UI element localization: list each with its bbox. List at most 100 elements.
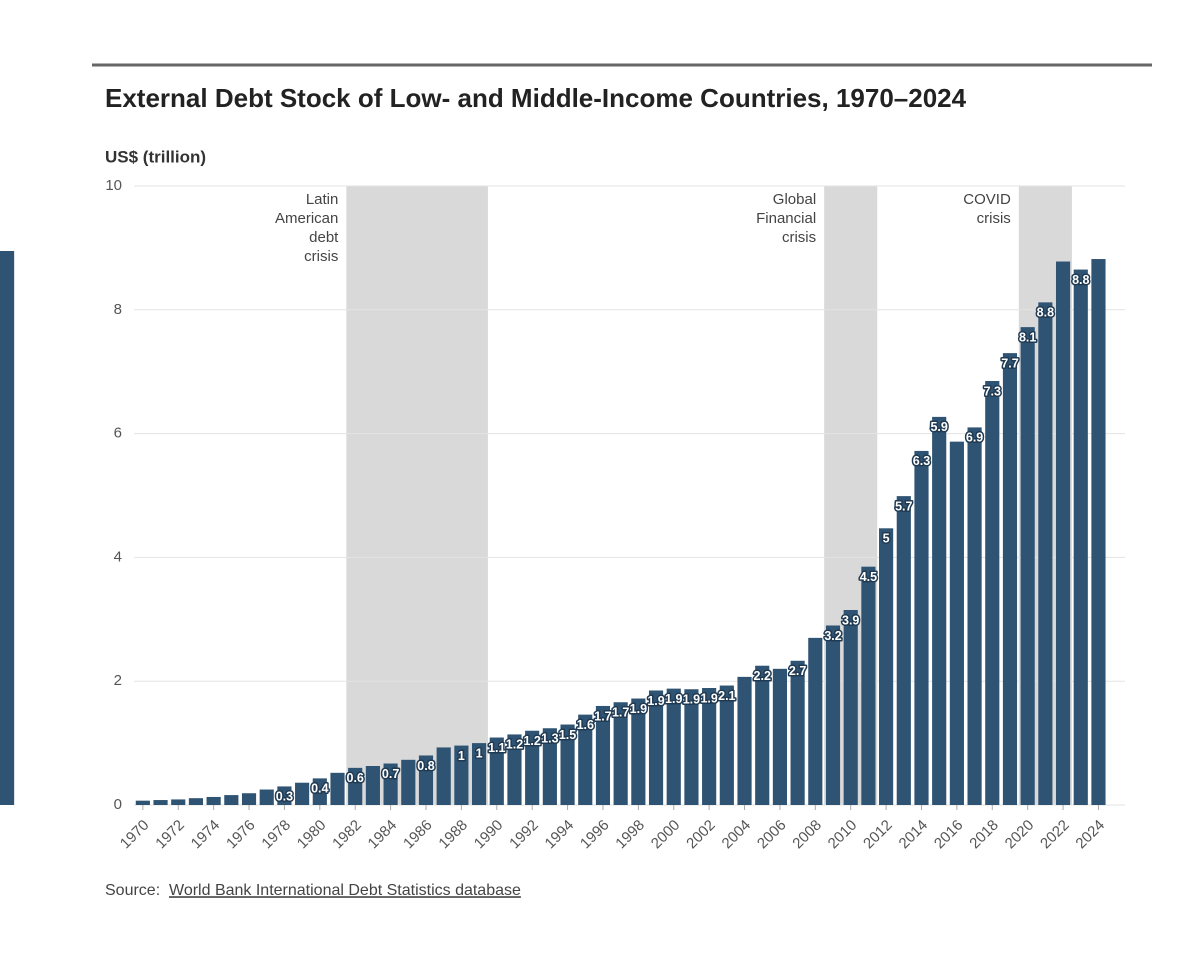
data-label: 2.7 xyxy=(789,664,806,678)
x-tick-label: 2014 xyxy=(896,817,932,853)
data-label: 6.3 xyxy=(913,454,930,468)
bar xyxy=(719,685,734,805)
bar xyxy=(578,714,593,805)
x-tick-label: 1994 xyxy=(542,817,578,853)
data-label: 1.9 xyxy=(700,691,717,705)
data-label: 5.9 xyxy=(930,420,947,434)
data-label: 8.1 xyxy=(1019,330,1036,344)
data-label: 8.8 xyxy=(1072,273,1089,287)
bar xyxy=(401,759,416,805)
bar xyxy=(454,745,469,805)
bar xyxy=(1038,302,1053,805)
data-label: 4.5 xyxy=(860,570,877,584)
data-label: 0.6 xyxy=(347,771,364,785)
bar xyxy=(206,796,221,805)
chart-title: External Debt Stock of Low- and Middle-I… xyxy=(105,83,967,113)
data-label: 1 xyxy=(476,746,483,760)
x-tick-label: 1986 xyxy=(400,817,436,853)
bar xyxy=(702,688,717,805)
y-tick-label: 4 xyxy=(114,548,122,565)
bar xyxy=(1091,259,1106,805)
bar xyxy=(1020,327,1035,805)
x-tick-label: 1992 xyxy=(506,817,542,853)
x-tick-label: 1976 xyxy=(223,817,259,853)
bar xyxy=(648,690,664,805)
data-label: 7.3 xyxy=(984,384,1001,398)
x-tick-label: 1998 xyxy=(612,817,648,853)
span-label: crisis xyxy=(977,210,1011,227)
x-tick-label: 1980 xyxy=(294,817,330,853)
crisis-span xyxy=(346,186,488,805)
bar xyxy=(507,734,522,805)
x-tick-label: 1978 xyxy=(258,817,294,853)
bar xyxy=(949,441,964,805)
bar xyxy=(985,380,1000,805)
bar xyxy=(843,610,858,805)
bar xyxy=(825,625,841,805)
bar xyxy=(808,637,823,805)
bar xyxy=(418,755,434,805)
bar xyxy=(755,665,770,805)
x-tick-label: 1988 xyxy=(435,817,471,853)
data-label: 1.9 xyxy=(647,694,664,708)
bar xyxy=(879,528,894,805)
bar xyxy=(595,705,611,805)
bar xyxy=(171,799,186,805)
span-label: crisis xyxy=(782,229,816,246)
x-tick-label: 2010 xyxy=(825,817,861,853)
bar xyxy=(472,743,487,805)
source-prefix: Source: xyxy=(105,882,160,899)
data-label: 1.6 xyxy=(577,718,594,732)
data-label: 7.7 xyxy=(1001,356,1018,370)
span-label: Financial xyxy=(756,210,816,227)
y-tick-label: 10 xyxy=(105,177,122,194)
x-tick-label: 1974 xyxy=(188,817,224,853)
data-label: 0.4 xyxy=(311,782,328,796)
data-label: 1.3 xyxy=(541,732,558,746)
span-label: COVID xyxy=(963,191,1011,208)
bar xyxy=(383,763,398,805)
span-label: debt xyxy=(309,229,339,246)
data-label: 1.2 xyxy=(506,738,523,752)
bar xyxy=(365,766,380,805)
data-label: 8.8 xyxy=(1037,306,1054,320)
x-tick-label: 2002 xyxy=(683,817,719,853)
x-tick-label: 1996 xyxy=(577,817,613,853)
data-label: 1.7 xyxy=(612,706,629,720)
span-label: Latin xyxy=(306,191,339,208)
bar xyxy=(790,660,805,805)
bar xyxy=(224,795,239,805)
x-tick-label: 2008 xyxy=(789,817,825,853)
data-label: 1.1 xyxy=(488,741,505,755)
data-label: 0.7 xyxy=(382,767,399,781)
data-label: 2.2 xyxy=(754,669,771,683)
bar xyxy=(348,767,363,805)
bar xyxy=(542,728,557,805)
data-label: 1.7 xyxy=(594,709,611,723)
span-label: American xyxy=(275,210,338,227)
x-tick-label: 2022 xyxy=(1037,817,1073,853)
x-tick-label: 2024 xyxy=(1072,817,1108,853)
bar xyxy=(188,798,204,805)
x-tick-label: 1972 xyxy=(152,817,188,853)
data-label: 1.5 xyxy=(559,728,576,742)
y-axis-label: US$ (trillion) xyxy=(105,147,206,166)
bar xyxy=(525,730,540,805)
bar xyxy=(295,782,310,805)
bar xyxy=(436,747,451,805)
x-tick-label: 2020 xyxy=(1002,817,1038,853)
bar xyxy=(684,689,699,805)
bar xyxy=(737,676,752,805)
bar xyxy=(135,800,150,805)
bar xyxy=(967,427,982,805)
span-label: crisis xyxy=(304,248,338,265)
bar xyxy=(312,778,327,805)
y-tick-label: 0 xyxy=(114,796,122,813)
y-tick-label: 8 xyxy=(114,301,122,318)
source-link[interactable]: World Bank International Debt Statistics… xyxy=(169,882,521,899)
bar xyxy=(153,800,168,805)
data-label: 0.8 xyxy=(417,759,434,773)
bar xyxy=(330,772,345,805)
x-tick-label: 1970 xyxy=(117,817,153,853)
